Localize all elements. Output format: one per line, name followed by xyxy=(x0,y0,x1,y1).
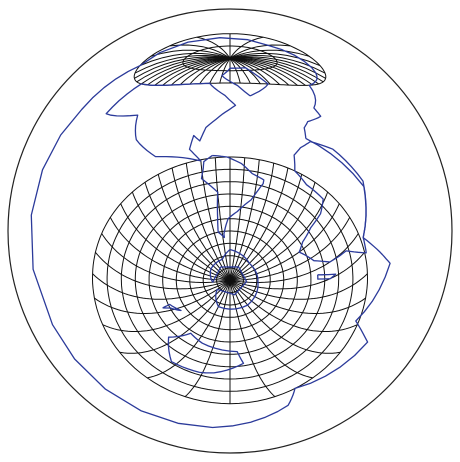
meridian xyxy=(229,44,291,59)
meridian xyxy=(171,167,231,281)
coastline xyxy=(317,273,337,280)
meridian xyxy=(199,57,231,84)
meridian xyxy=(101,233,231,283)
coastline xyxy=(293,140,367,263)
meridian xyxy=(136,57,231,83)
meridian xyxy=(229,280,341,354)
coastline xyxy=(200,154,265,239)
meridian xyxy=(147,280,231,379)
meridian xyxy=(154,57,231,86)
meridian xyxy=(229,57,271,85)
coastline xyxy=(30,37,391,429)
meridian xyxy=(229,182,316,281)
meridian xyxy=(229,203,340,281)
coastline xyxy=(209,248,259,310)
meridian xyxy=(141,57,231,85)
meridian xyxy=(134,54,231,74)
meridian xyxy=(229,57,251,84)
meridian xyxy=(229,280,276,397)
meridian xyxy=(229,57,313,86)
meridian xyxy=(229,54,326,74)
meridian xyxy=(179,57,231,85)
meridian xyxy=(229,57,306,86)
meridian xyxy=(170,57,231,86)
coastlines xyxy=(30,37,391,429)
meridian xyxy=(102,279,231,332)
coastline xyxy=(162,303,182,312)
meridian xyxy=(189,57,231,85)
meridian xyxy=(229,163,275,281)
meridian xyxy=(147,57,231,86)
meridian xyxy=(95,251,231,290)
meridian xyxy=(92,273,231,300)
meridian xyxy=(229,279,366,314)
meridian xyxy=(229,273,368,300)
meridian xyxy=(229,251,365,290)
meridian xyxy=(169,44,231,59)
globe-outline xyxy=(7,8,453,454)
meridian xyxy=(139,52,231,67)
meridian xyxy=(184,280,231,397)
meridian xyxy=(229,57,290,86)
meridian xyxy=(230,217,351,281)
meridian xyxy=(94,279,231,314)
meridian xyxy=(229,57,324,83)
meridian xyxy=(229,157,246,281)
meridian xyxy=(229,167,289,281)
coastline xyxy=(105,82,237,162)
meridian xyxy=(219,58,231,84)
meridian xyxy=(229,279,358,332)
meridian xyxy=(134,56,231,79)
meridian xyxy=(120,203,231,281)
graticule xyxy=(91,33,369,405)
meridian xyxy=(109,217,230,281)
coastline xyxy=(167,332,245,374)
meridian xyxy=(185,163,231,281)
meridian xyxy=(229,280,313,379)
meridian xyxy=(119,280,231,354)
meridian xyxy=(229,174,303,281)
meridian xyxy=(157,174,231,281)
meridian xyxy=(229,36,264,59)
meridian xyxy=(229,58,241,84)
meridian xyxy=(209,57,231,84)
meridian xyxy=(229,191,329,281)
meridian xyxy=(229,159,260,281)
meridian xyxy=(131,191,231,281)
coastline xyxy=(221,67,269,97)
meridian xyxy=(229,56,326,79)
meridian xyxy=(229,49,310,59)
meridian xyxy=(214,157,231,281)
meridian xyxy=(229,57,281,85)
meridian xyxy=(150,49,231,59)
meridian xyxy=(229,57,298,86)
meridian xyxy=(229,233,359,283)
meridian xyxy=(162,57,231,86)
meridian xyxy=(229,57,319,85)
